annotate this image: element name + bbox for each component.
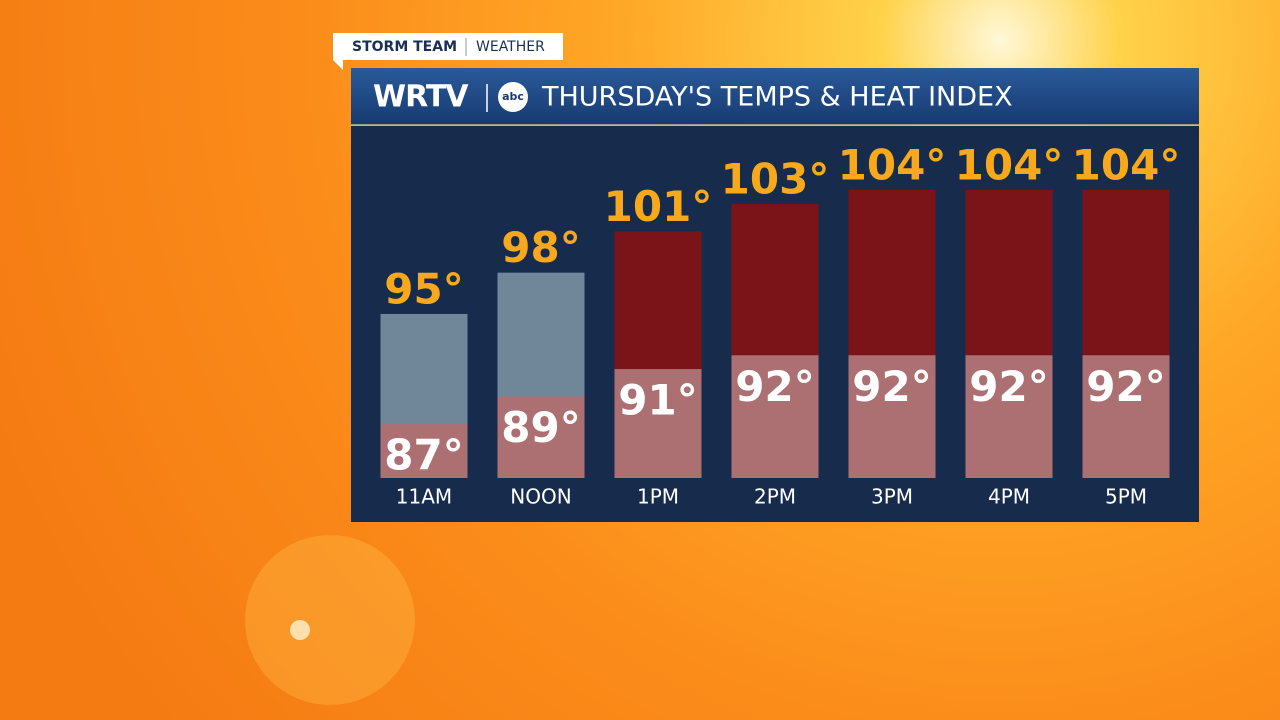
- heat-index-label: 103°: [721, 154, 830, 203]
- temp-label: 92°: [735, 362, 814, 411]
- header-bar: [351, 68, 1199, 125]
- lens-flare: [290, 620, 310, 640]
- tag-left: STORM TEAM: [352, 39, 457, 55]
- tag-right: WEATHER: [476, 39, 545, 55]
- temp-label: 91°: [618, 376, 697, 425]
- network-logo: abc: [502, 90, 524, 103]
- tag-box: [333, 33, 563, 70]
- x-tick-label: 5PM: [1105, 485, 1147, 509]
- temp-label: 87°: [384, 431, 463, 480]
- heat-index-label: 95°: [384, 264, 463, 313]
- heat-index-label: 104°: [1072, 141, 1181, 190]
- chart-title: THURSDAY'S TEMPS & HEAT INDEX: [541, 82, 1013, 113]
- bar: [848, 355, 936, 478]
- x-tick-label: 1PM: [637, 485, 679, 509]
- bar: [731, 355, 819, 478]
- x-tick-label: 11AM: [396, 485, 452, 509]
- x-tick-label: 2PM: [754, 485, 796, 509]
- x-tick-label: 4PM: [988, 485, 1030, 509]
- temp-label: 92°: [852, 362, 931, 411]
- heat-index-label: 98°: [501, 223, 580, 272]
- bar: [497, 396, 585, 478]
- temp-label: 89°: [501, 403, 580, 452]
- heat-index-label: 104°: [838, 141, 947, 190]
- bar: [1082, 355, 1170, 478]
- network-circle: [498, 82, 528, 112]
- x-tick-label: 3PM: [871, 485, 913, 509]
- bar: [380, 424, 468, 478]
- temp-label: 92°: [969, 362, 1048, 411]
- temp-label: 92°: [1086, 362, 1165, 411]
- bar: [614, 369, 702, 478]
- lens-flare: [245, 535, 415, 705]
- heat-index-label: 104°: [955, 141, 1064, 190]
- x-tick-label: NOON: [510, 485, 571, 509]
- heat-index-label: 101°: [604, 182, 713, 231]
- station-logo: WRTV: [373, 80, 469, 115]
- bar: [965, 355, 1053, 478]
